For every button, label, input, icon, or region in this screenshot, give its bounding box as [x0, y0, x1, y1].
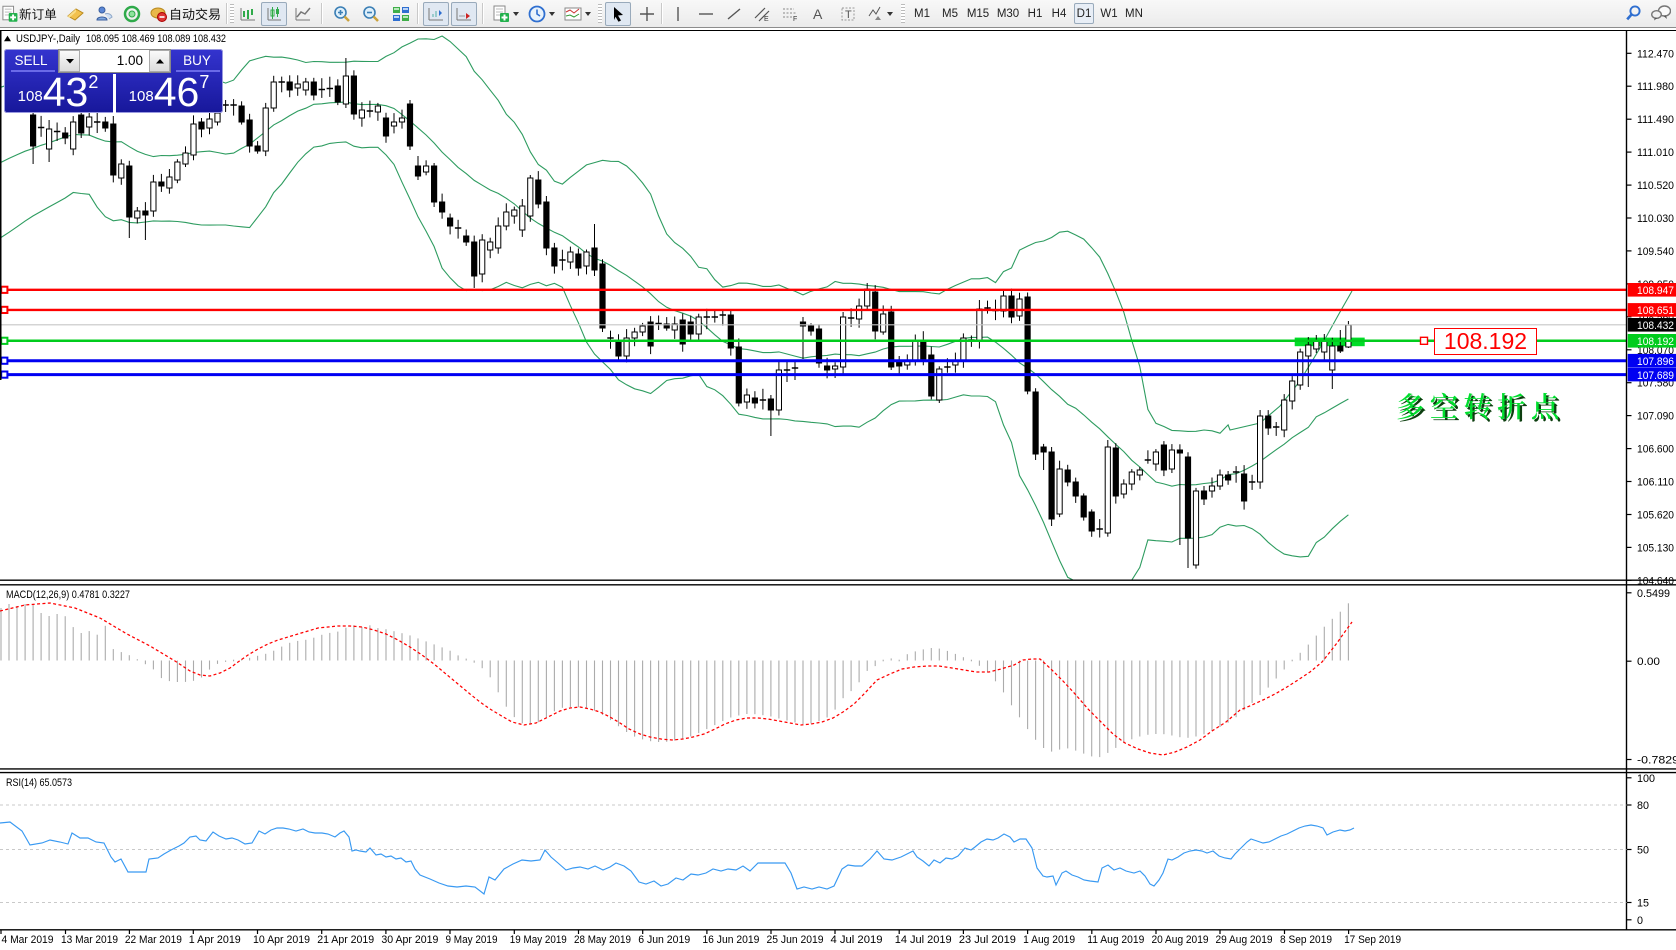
- svg-text:4 Jul 2019: 4 Jul 2019: [831, 934, 883, 946]
- svg-text:107.689: 107.689: [1637, 370, 1674, 382]
- svg-text:111.010: 111.010: [1637, 147, 1674, 159]
- svg-text:108.947: 108.947: [1637, 285, 1674, 297]
- svg-text:13 Mar 2019: 13 Mar 2019: [61, 934, 118, 946]
- svg-text:28 May 2019: 28 May 2019: [574, 934, 631, 946]
- svg-text:110.030: 110.030: [1637, 213, 1674, 225]
- svg-text:1 Apr 2019: 1 Apr 2019: [189, 934, 241, 946]
- svg-text:A: A: [813, 6, 823, 22]
- svg-text:80: 80: [1637, 800, 1649, 812]
- svg-text:E: E: [764, 16, 769, 23]
- svg-text:22 Mar 2019: 22 Mar 2019: [125, 934, 182, 946]
- svg-text:110.520: 110.520: [1637, 180, 1674, 192]
- svg-text:21 Apr 2019: 21 Apr 2019: [317, 934, 374, 946]
- svg-text:USDJPY-,Daily: USDJPY-,Daily: [16, 33, 80, 45]
- svg-text:0.5499: 0.5499: [1637, 588, 1670, 600]
- svg-text:29 Aug 2019: 29 Aug 2019: [1216, 934, 1273, 946]
- svg-text:T: T: [845, 9, 852, 21]
- svg-text:104.640: 104.640: [1637, 575, 1674, 587]
- svg-text:105.620: 105.620: [1637, 510, 1674, 522]
- svg-text:-0.7829: -0.7829: [1637, 755, 1676, 767]
- svg-text:15: 15: [1637, 898, 1649, 910]
- svg-text:108.192: 108.192: [1637, 336, 1674, 348]
- svg-text:109.540: 109.540: [1637, 246, 1674, 258]
- svg-text:8 Sep 2019: 8 Sep 2019: [1280, 934, 1332, 946]
- svg-text:106.600: 106.600: [1637, 444, 1674, 456]
- svg-text:19 May 2019: 19 May 2019: [510, 934, 567, 946]
- svg-text:4 Mar 2019: 4 Mar 2019: [2, 934, 54, 946]
- svg-text:9 May 2019: 9 May 2019: [446, 934, 498, 946]
- svg-text:108.432: 108.432: [1637, 320, 1674, 332]
- svg-text:111.490: 111.490: [1637, 114, 1674, 126]
- svg-text:107.090: 107.090: [1637, 411, 1674, 423]
- svg-text:25 Jun 2019: 25 Jun 2019: [767, 934, 824, 946]
- svg-text:11 Aug 2019: 11 Aug 2019: [1087, 934, 1144, 946]
- svg-text:100: 100: [1637, 773, 1655, 785]
- svg-text:105.130: 105.130: [1637, 542, 1674, 554]
- svg-text:MACD(12,26,9) 0.4781 0.3227: MACD(12,26,9) 0.4781 0.3227: [6, 589, 130, 601]
- svg-text:107.896: 107.896: [1637, 356, 1674, 368]
- svg-text:108.095 108.469 108.089 108.43: 108.095 108.469 108.089 108.432: [86, 33, 226, 45]
- svg-text:108.070: 108.070: [1637, 345, 1674, 357]
- svg-text:RSI(14) 65.0573: RSI(14) 65.0573: [6, 777, 72, 789]
- svg-text:17 Sep 2019: 17 Sep 2019: [1344, 934, 1401, 946]
- svg-text:106.110: 106.110: [1637, 477, 1674, 489]
- svg-text:F: F: [793, 16, 797, 23]
- svg-text:14 Jul 2019: 14 Jul 2019: [895, 934, 952, 946]
- svg-text:30 Apr 2019: 30 Apr 2019: [381, 934, 438, 946]
- svg-text:16 Jun 2019: 16 Jun 2019: [702, 934, 759, 946]
- svg-text:1 Aug 2019: 1 Aug 2019: [1023, 934, 1075, 946]
- svg-text:108.651: 108.651: [1637, 305, 1674, 317]
- svg-text:20 Aug 2019: 20 Aug 2019: [1152, 934, 1209, 946]
- svg-text:10 Apr 2019: 10 Apr 2019: [253, 934, 310, 946]
- svg-text:6 Jun 2019: 6 Jun 2019: [638, 934, 690, 946]
- svg-text:50: 50: [1637, 845, 1649, 857]
- svg-text:111.980: 111.980: [1637, 81, 1674, 93]
- svg-text:0.00: 0.00: [1637, 656, 1660, 668]
- svg-text:0: 0: [1637, 915, 1643, 927]
- svg-text:23 Jul 2019: 23 Jul 2019: [959, 934, 1016, 946]
- svg-text:112.470: 112.470: [1637, 48, 1674, 60]
